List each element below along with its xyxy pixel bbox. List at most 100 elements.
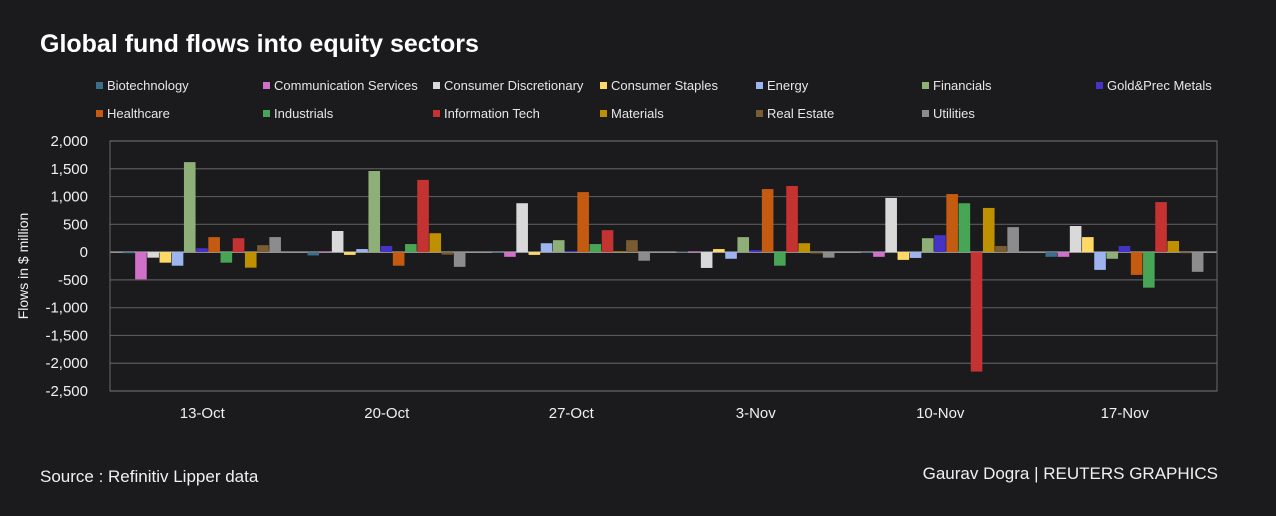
bar-healthcare-20-oct — [392, 252, 405, 266]
bar-financials-10-nov — [921, 238, 934, 253]
bar-utilities-3-nov — [822, 252, 835, 258]
x-tick-label: 10-Nov — [916, 405, 965, 422]
bar-biotechnology-17-nov — [1045, 252, 1058, 257]
y-tick-label: 1,500 — [50, 161, 88, 178]
bar-gold-prec-metals-3-nov — [749, 250, 762, 253]
legend-swatch — [1096, 82, 1103, 90]
bar-information-tech-17-nov — [1155, 202, 1167, 253]
bar-consumer-staples-13-oct — [159, 252, 172, 263]
bar-communication-services-13-oct — [135, 252, 147, 280]
legend-label: Biotechnology — [107, 78, 189, 93]
bar-healthcare-13-oct — [208, 237, 220, 253]
bar-financials-3-nov — [737, 237, 750, 253]
bar-energy-27-oct — [540, 243, 553, 253]
bar-communication-services-3-nov — [688, 251, 701, 253]
bar-real-estate-13-oct — [257, 245, 269, 253]
bar-consumer-discretionary-27-oct — [516, 203, 528, 253]
bar-gold-prec-metals-13-oct — [196, 248, 208, 253]
bar-gold-prec-metals-20-oct — [380, 246, 393, 253]
bar-consumer-staples-20-oct — [344, 252, 356, 255]
bar-biotechnology-13-oct — [122, 252, 135, 254]
bar-information-tech-20-oct — [417, 179, 429, 253]
bar-biotechnology-27-oct — [491, 252, 504, 253]
legend-label: Financials — [933, 78, 992, 93]
legend-label: Real Estate — [767, 106, 835, 121]
legend-item: Utilities — [922, 106, 975, 121]
legend-item: Gold&Prec Metals — [1096, 78, 1212, 93]
legend-label: Gold&Prec Metals — [1107, 78, 1212, 93]
legend-item: Real Estate — [756, 106, 834, 121]
bar-information-tech-3-nov — [786, 186, 798, 253]
legend-label: Information Tech — [444, 106, 540, 121]
y-tick-label: -2,500 — [45, 383, 88, 400]
x-tick-label: 27-Oct — [549, 405, 595, 422]
legend-label: Consumer Discretionary — [444, 78, 584, 93]
legend-label: Utilities — [933, 106, 975, 121]
bar-industrials-17-nov — [1143, 252, 1155, 288]
bar-healthcare-17-nov — [1130, 252, 1143, 275]
y-tick-label: -1,000 — [45, 300, 88, 317]
bar-energy-13-oct — [171, 252, 184, 266]
bar-utilities-17-nov — [1191, 252, 1204, 272]
legend-item: Communication Services — [263, 78, 418, 93]
bar-consumer-staples-3-nov — [713, 249, 725, 253]
bar-industrials-3-nov — [774, 252, 786, 266]
legend-label: Consumer Staples — [611, 78, 718, 93]
legend-swatch — [96, 110, 103, 118]
bar-information-tech-10-nov — [970, 252, 983, 372]
bar-real-estate-10-nov — [995, 246, 1007, 253]
y-tick-label: 0 — [80, 244, 88, 261]
legend-label: Healthcare — [107, 106, 170, 121]
bar-communication-services-27-oct — [504, 252, 516, 257]
bar-real-estate-27-oct — [626, 240, 638, 253]
bar-biotechnology-20-oct — [307, 252, 320, 256]
bar-utilities-10-nov — [1007, 227, 1019, 253]
bar-consumer-discretionary-10-nov — [885, 197, 897, 253]
legend-swatch — [263, 110, 270, 118]
legend-item: Consumer Discretionary — [433, 78, 583, 93]
legend-swatch — [96, 82, 103, 90]
legend-swatch — [600, 110, 607, 118]
bar-consumer-staples-17-nov — [1082, 237, 1094, 253]
bar-information-tech-13-oct — [232, 238, 245, 253]
legend-item: Financials — [922, 78, 992, 93]
bar-gold-prec-metals-10-nov — [934, 235, 946, 253]
bar-materials-20-oct — [429, 233, 442, 253]
y-axis-label: Flows in $ million — [15, 213, 31, 320]
bar-biotechnology-10-nov — [860, 252, 873, 253]
bar-real-estate-17-nov — [1179, 252, 1192, 254]
chart-title: Global fund flows into equity sectors — [40, 30, 479, 58]
legend-item: Materials — [600, 106, 664, 121]
y-tick-label: -1,500 — [45, 327, 88, 344]
y-tick-label: 2,000 — [50, 133, 88, 150]
bar-materials-3-nov — [798, 243, 811, 253]
bar-materials-10-nov — [982, 207, 995, 253]
legend-item: Industrials — [263, 106, 333, 121]
x-tick-label: 13-Oct — [180, 405, 226, 422]
legend-label: Materials — [611, 106, 664, 121]
legend-item: Healthcare — [96, 106, 170, 121]
bar-energy-3-nov — [725, 252, 737, 259]
bar-consumer-discretionary-3-nov — [700, 252, 713, 268]
bar-financials-17-nov — [1106, 252, 1119, 259]
legend-item: Energy — [756, 78, 808, 93]
legend-swatch — [600, 82, 607, 90]
bar-energy-20-oct — [356, 249, 368, 253]
y-tick-label: 1,000 — [50, 189, 88, 206]
legend-item: Consumer Staples — [600, 78, 718, 93]
x-tick-label: 17-Nov — [1101, 405, 1150, 422]
x-tick-label: 3-Nov — [736, 405, 777, 422]
bar-real-estate-3-nov — [810, 252, 823, 254]
bar-financials-27-oct — [552, 240, 565, 253]
bar-utilities-13-oct — [269, 237, 281, 253]
bar-energy-10-nov — [909, 252, 922, 258]
bar-utilities-20-oct — [453, 252, 466, 267]
legend-item: Biotechnology — [96, 78, 189, 93]
bar-healthcare-10-nov — [946, 194, 958, 253]
bar-biotechnology-3-nov — [676, 251, 689, 253]
legend-swatch — [756, 82, 763, 90]
bar-healthcare-27-oct — [577, 192, 589, 253]
bar-utilities-27-oct — [638, 252, 650, 261]
bar-industrials-27-oct — [589, 244, 602, 253]
